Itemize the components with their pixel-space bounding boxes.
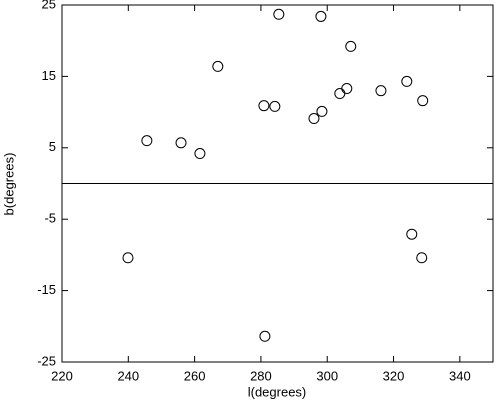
x-tick-label: 280 bbox=[250, 368, 272, 383]
point bbox=[258, 100, 270, 112]
point bbox=[273, 8, 285, 20]
point bbox=[122, 252, 134, 264]
y-tick-label: -25 bbox=[37, 353, 56, 368]
point bbox=[401, 75, 413, 87]
x-tick-label: 240 bbox=[117, 368, 139, 383]
x-tick-label: 260 bbox=[184, 368, 206, 383]
y-tick-label: -5 bbox=[44, 211, 56, 226]
x-tick-label: 320 bbox=[383, 368, 405, 383]
x-axis-label: l(degrees) bbox=[248, 384, 307, 399]
point bbox=[406, 228, 418, 240]
point bbox=[141, 135, 153, 147]
point bbox=[316, 105, 328, 117]
y-tick-label: 5 bbox=[49, 139, 56, 154]
point bbox=[341, 83, 353, 95]
point bbox=[334, 88, 346, 100]
point bbox=[212, 60, 224, 72]
point bbox=[259, 330, 271, 342]
point bbox=[194, 148, 206, 160]
y-tick-label: 15 bbox=[42, 68, 56, 83]
point bbox=[375, 85, 387, 97]
y-tick-label: 25 bbox=[42, 0, 56, 11]
point bbox=[175, 137, 187, 149]
y-axis-label: b(degrees) bbox=[1, 153, 16, 216]
point bbox=[345, 40, 357, 52]
point bbox=[416, 252, 428, 264]
x-tick-label: 220 bbox=[51, 368, 73, 383]
point bbox=[308, 113, 320, 125]
point bbox=[269, 100, 281, 112]
x-tick-label: 300 bbox=[316, 368, 338, 383]
point bbox=[417, 95, 429, 107]
x-tick-label: 340 bbox=[449, 368, 471, 383]
y-tick-label: -15 bbox=[37, 282, 56, 297]
point bbox=[315, 10, 327, 22]
